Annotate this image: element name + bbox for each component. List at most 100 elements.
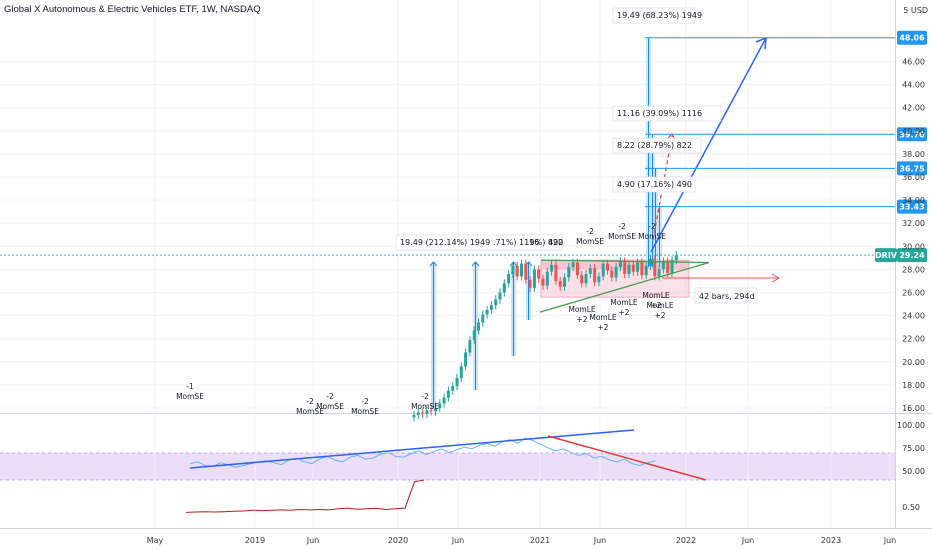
- measure-label-box-right: [612, 137, 702, 154]
- triangle-lower-line: [539, 261, 710, 313]
- candle-body: [416, 412, 420, 415]
- candle-body: [498, 292, 502, 300]
- candle-body: [502, 283, 506, 293]
- candle-body: [532, 269, 536, 288]
- oscillator2-tick-label: 0.50: [902, 503, 920, 512]
- oscillator-tick-label: 100.00: [897, 421, 925, 430]
- price-tick-label: 32.00: [902, 219, 925, 228]
- candle-body: [631, 264, 635, 272]
- oscillator-tick-label: 50.00: [902, 467, 925, 476]
- signal-count: -2: [618, 222, 626, 231]
- time-tick-label: 2021: [530, 536, 550, 545]
- candle-body: [670, 260, 674, 273]
- candle-body: [468, 339, 472, 353]
- date-range-box: [694, 287, 758, 304]
- price-tick-label: 46.00: [902, 58, 925, 67]
- measure-label-left: 19.49 (212.14%) 1949: [400, 238, 490, 247]
- level-tag-label: 48.06: [899, 34, 925, 43]
- signal-count: -2: [648, 222, 656, 231]
- candle-body: [434, 408, 437, 412]
- measure-label-box-right: [612, 176, 696, 193]
- signal-count: -2: [326, 392, 334, 401]
- measure-label-box-right: [612, 105, 722, 122]
- signal-label-long-entry: MomLE: [610, 298, 638, 307]
- candle-body: [537, 269, 541, 279]
- current-price-label: 29.24: [899, 251, 925, 260]
- price-tick-label: 36.00: [902, 173, 925, 182]
- projection-arrow-line: [650, 37, 767, 253]
- candle-body: [489, 305, 493, 310]
- candle-body: [515, 265, 519, 277]
- candle-body: [580, 275, 584, 284]
- candle-body: [442, 397, 446, 404]
- candle-body: [429, 410, 433, 412]
- time-tick-label: Jun: [883, 536, 897, 545]
- time-tick-label: Jun: [451, 536, 465, 545]
- signal-label-short-entry: MomSE: [638, 232, 666, 241]
- candle-body: [425, 410, 429, 414]
- signal-count: -2: [586, 227, 594, 236]
- levels-layer: 48.06 39.70 36.75 33.43 DRIV 29.24 19.49 (68.2…: [0, 7, 927, 304]
- price-axis-unit: 5 USD: [903, 6, 928, 15]
- candle-body: [588, 268, 592, 275]
- candle-body: [674, 255, 678, 261]
- oscillator2-line: [185, 479, 425, 513]
- candle-body: [627, 264, 631, 275]
- signals-layer: -1MomSE-2MomSE-2MomSE-2MomSE-2MomSE-2Mom…: [176, 222, 674, 416]
- price-tick-label: 16.00: [902, 404, 925, 413]
- oscillator-trend-up: [189, 429, 635, 469]
- level-tag: [897, 161, 927, 176]
- time-tick-label: Jun: [306, 536, 320, 545]
- candle-body: [618, 261, 622, 268]
- candle-body: [528, 279, 532, 288]
- candle-body: [507, 274, 511, 284]
- candle-body: [494, 299, 498, 306]
- level-tag: [897, 127, 927, 142]
- signal-count: -2: [306, 397, 314, 406]
- time-tick-label: 2019: [245, 536, 265, 545]
- candle-body: [459, 366, 463, 378]
- candle-body: [554, 264, 558, 281]
- triangle-upper-line: [540, 259, 710, 264]
- candle-body: [593, 268, 597, 283]
- measure-label-right: 8.22 (28.79%) 822: [617, 141, 692, 150]
- candle-body: [558, 280, 562, 287]
- chart-title: Global X Autonomous & Electric Vehicles …: [4, 4, 261, 15]
- candle-body: [653, 259, 657, 277]
- price-tick-label: 18.00: [902, 381, 925, 390]
- candle-body: [597, 276, 601, 283]
- signal-label-short-entry: MomSE: [608, 232, 636, 241]
- price-tick-label: 34.00: [902, 196, 925, 205]
- axes-layer: 16.00 18.00 20.00 22.00 24.00 26.00 28.00 30.00…: [147, 6, 928, 545]
- signal-label-long-entry: MomLE: [642, 291, 670, 300]
- candle-body: [412, 414, 416, 418]
- signal-count: +2: [650, 301, 661, 310]
- price-tick-label: 40.00: [902, 127, 925, 136]
- price-tick-label: 20.00: [902, 358, 925, 367]
- oscillator-layer: [185, 429, 707, 513]
- signal-label-long-entry: MomLE: [589, 313, 617, 322]
- candle-body: [606, 263, 609, 271]
- oscillator-band: [0, 453, 895, 480]
- signal-count: +2: [576, 315, 587, 324]
- signal-label-short-entry: MomSE: [351, 407, 379, 416]
- candle-body: [481, 314, 485, 323]
- level-tag: [897, 30, 927, 45]
- time-tick-label: 2022: [676, 536, 696, 545]
- current-price-tag: [897, 248, 927, 263]
- signal-label-short-entry: MomSE: [316, 402, 344, 411]
- candle-body: [610, 270, 614, 278]
- measure-label-left: 490: [548, 238, 563, 247]
- measure-label-right: 11.16 (39.09%) 1116: [617, 109, 702, 118]
- consolidation-upper-band: [541, 260, 689, 270]
- candle-body: [575, 262, 579, 276]
- candle-body: [421, 412, 425, 414]
- candle-body: [511, 265, 515, 275]
- measure-bar-arrow: [509, 261, 518, 267]
- ticker-tag-label: DRIV: [875, 251, 898, 260]
- date-range-label: 42 bars, 294d: [699, 292, 755, 301]
- ticker-tag: [875, 248, 897, 263]
- signal-count: -1: [186, 382, 194, 391]
- candle-body: [661, 261, 665, 270]
